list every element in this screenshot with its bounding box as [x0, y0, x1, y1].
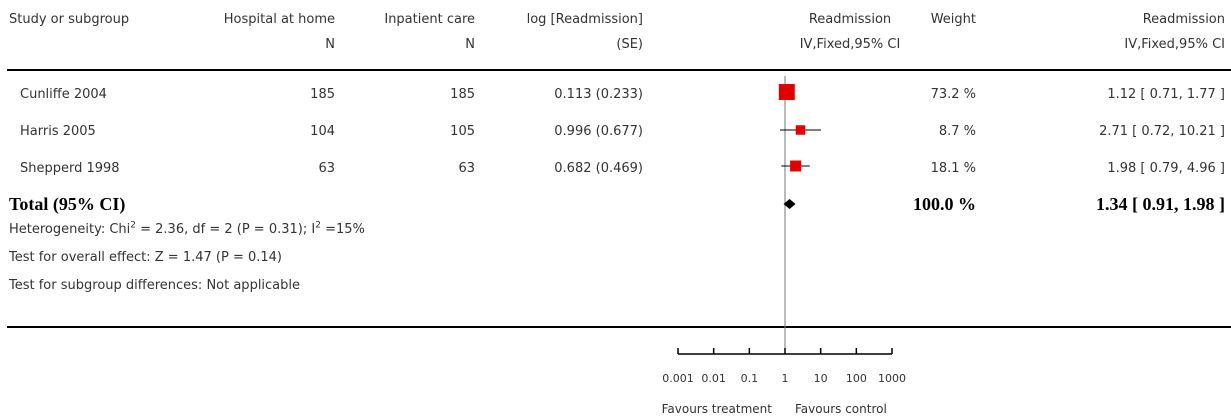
header-inpatient-care: Inpatient care: [384, 12, 475, 27]
heterogeneity-text: Heterogeneity: Chi2 = 2.36, df = 2 (P = …: [9, 220, 365, 237]
inpatient-n: 63: [458, 161, 475, 176]
study-effect-marker: [778, 84, 795, 100]
study-effect-marker: [795, 125, 806, 135]
header-inpatient-n: N: [465, 37, 475, 52]
total-weight: 100.0 %: [913, 194, 976, 214]
header-divider: [7, 69, 1231, 71]
inpatient-n: 105: [450, 124, 475, 139]
x-axis-tick-label: 0.001: [662, 372, 694, 385]
total-label: Total (95% CI): [9, 194, 126, 214]
total-ci: 1.34 [ 0.91, 1.98 ]: [1096, 194, 1225, 214]
footer-divider: [7, 326, 1231, 328]
header-plot-title: Readmission: [808, 12, 892, 27]
x-axis-tick-label: 1000: [878, 372, 906, 385]
hospital-n: 185: [310, 87, 335, 102]
header-effect-title: Readmission: [1142, 12, 1225, 27]
x-axis-tick-label: 10: [814, 372, 828, 385]
study-effect-marker: [790, 160, 802, 172]
effect-ci: 1.98 [ 0.79, 4.96 ]: [1107, 161, 1225, 176]
favours-control-label: Favours control: [795, 402, 887, 416]
subgroup-differences-text: Test for subgroup differences: Not appli…: [9, 278, 301, 293]
effect-ci: 2.71 [ 0.72, 10.21 ]: [1099, 124, 1225, 139]
log-se: 0.996 (0.677): [554, 124, 643, 139]
weight-value: 18.1 %: [930, 161, 976, 176]
header-hospital-n: N: [325, 37, 335, 52]
x-axis-tick-label: 100: [846, 372, 867, 385]
weight-value: 8.7 %: [938, 124, 976, 139]
header-effect-method: IV,Fixed,95% CI: [1124, 37, 1225, 52]
hospital-n: 63: [318, 161, 335, 176]
study-name: Cunliffe 2004: [20, 87, 107, 102]
header-hospital-at-home: Hospital at home: [223, 12, 335, 27]
header-log-readmission: log [Readmission]: [526, 12, 643, 27]
x-axis-tick-label: 1: [782, 372, 789, 385]
effect-ci: 1.12 [ 0.71, 1.77 ]: [1107, 87, 1225, 102]
favours-treatment-label: Favours treatment: [661, 402, 772, 416]
study-name: Shepperd 1998: [20, 161, 120, 176]
overall-effect-text: Test for overall effect: Z = 1.47 (P = 0…: [9, 250, 282, 265]
header-study: Study or subgroup: [9, 12, 130, 27]
weight-value: 73.2 %: [930, 87, 976, 102]
study-name: Harris 2005: [20, 124, 96, 139]
inpatient-n: 185: [450, 87, 475, 102]
x-axis-tick-label: 0.1: [741, 372, 759, 385]
log-se: 0.682 (0.469): [554, 161, 643, 176]
header-log-se: (SE): [616, 37, 643, 52]
header-weight: Weight: [930, 12, 976, 27]
hospital-n: 104: [310, 124, 335, 139]
header-plot-method: IV,Fixed,95% CI: [799, 37, 901, 52]
x-axis-tick-label: 0.01: [701, 372, 726, 385]
total-diamond: [783, 199, 796, 209]
log-se: 0.113 (0.233): [554, 87, 643, 102]
